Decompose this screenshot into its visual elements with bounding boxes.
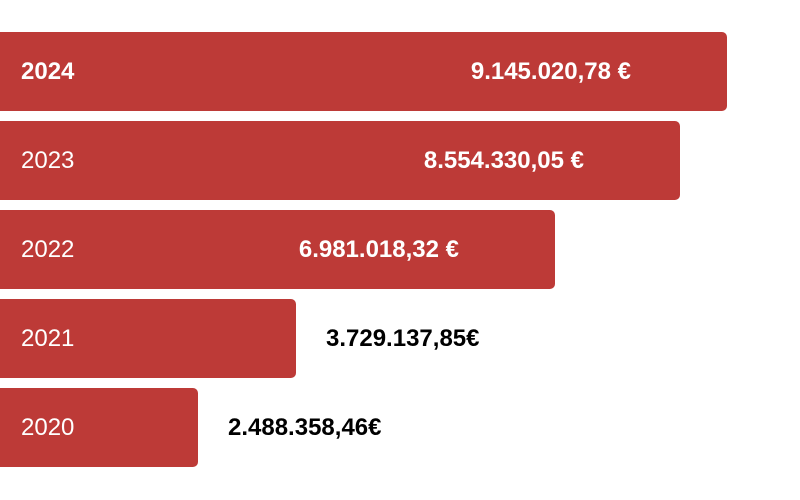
bar-2024 xyxy=(0,32,727,111)
category-label-2021: 2021 xyxy=(21,325,75,352)
bar-2021 xyxy=(0,299,296,378)
value-label-2023: 8.554.330,05 € xyxy=(423,147,584,174)
category-label-2023: 2023 xyxy=(21,147,75,174)
bar-2022 xyxy=(0,210,555,289)
bar-2023 xyxy=(0,121,680,200)
bar-2020 xyxy=(0,388,198,467)
value-label-2024: 9.145.020,78 € xyxy=(470,58,631,85)
category-label-2020: 2020 xyxy=(21,414,75,441)
category-label-2022: 2022 xyxy=(21,236,75,263)
value-label-2021: 3.729.137,85€ xyxy=(326,325,480,352)
category-label-2024: 2024 xyxy=(21,58,75,85)
value-label-2022: 6.981.018,32 € xyxy=(298,236,459,263)
value-label-2020: 2.488.358,46€ xyxy=(228,414,382,441)
